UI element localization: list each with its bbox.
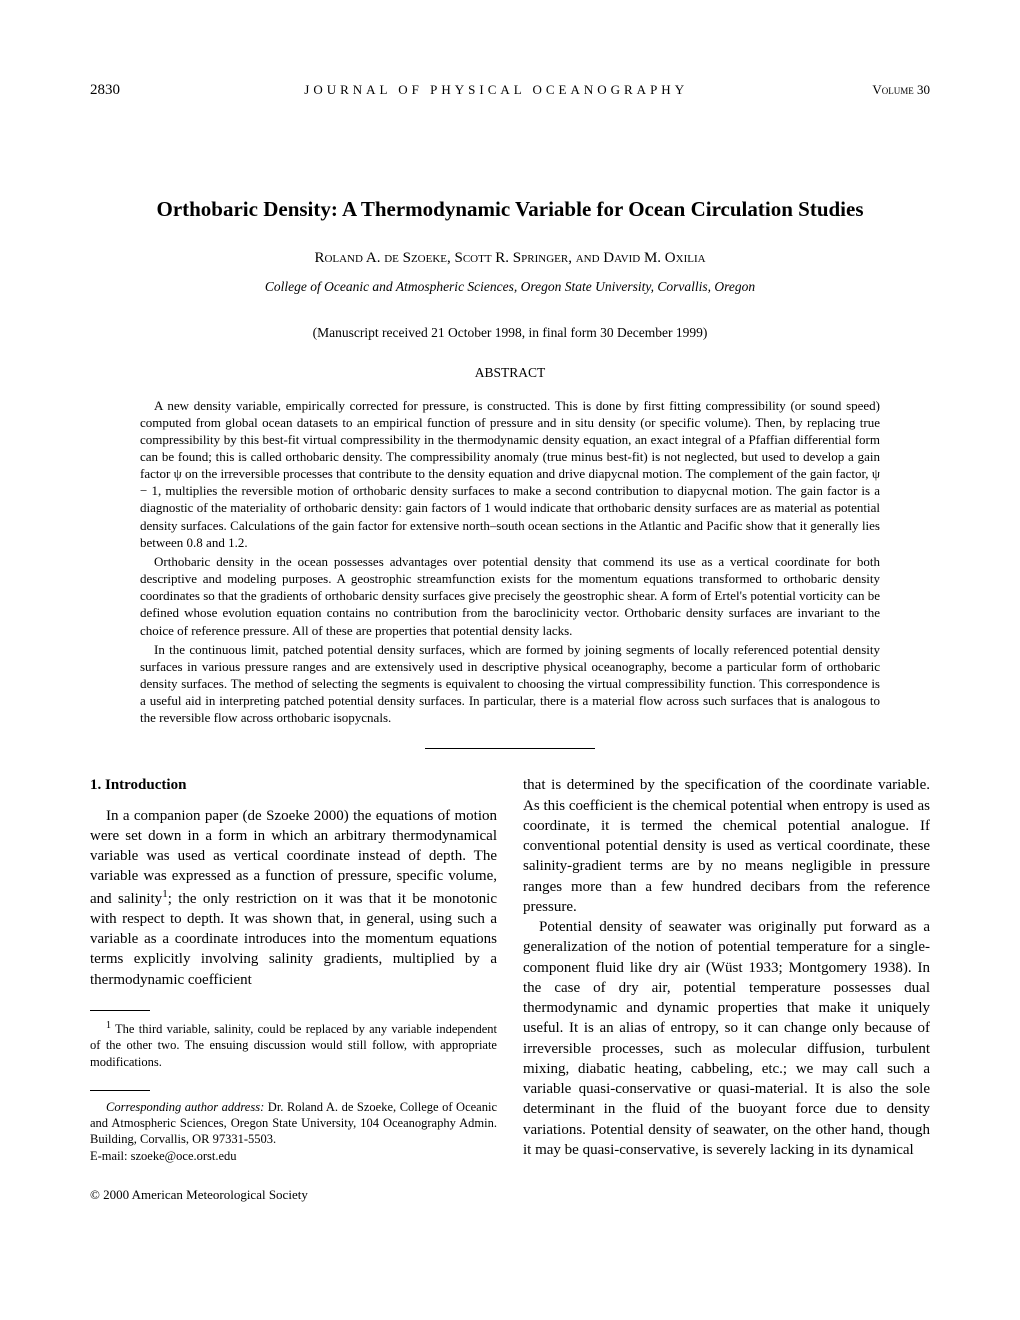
page-number: 2830 bbox=[90, 80, 120, 100]
article-title: Orthobaric Density: A Thermodynamic Vari… bbox=[90, 195, 930, 223]
section-heading: 1. Introduction bbox=[90, 775, 497, 795]
corresponding-label: Corresponding author address: bbox=[106, 1100, 264, 1114]
left-column: 1. Introduction In a companion paper (de… bbox=[90, 775, 497, 1203]
corresponding-author: Corresponding author address: Dr. Roland… bbox=[90, 1099, 497, 1148]
body-paragraph: Potential density of seawater was origin… bbox=[523, 917, 930, 1160]
abstract-block: A new density variable, empirically corr… bbox=[140, 397, 880, 727]
footnote-separator bbox=[90, 1010, 150, 1011]
affiliation: College of Oceanic and Atmospheric Scien… bbox=[90, 278, 930, 296]
right-column: that is determined by the specification … bbox=[523, 775, 930, 1203]
separator-rule bbox=[425, 748, 595, 749]
manuscript-info: (Manuscript received 21 October 1998, in… bbox=[90, 324, 930, 342]
abstract-label: ABSTRACT bbox=[90, 364, 930, 382]
volume-number: 30 bbox=[917, 82, 930, 97]
abstract-paragraph: In the continuous limit, patched potenti… bbox=[140, 641, 880, 727]
footnote-separator bbox=[90, 1090, 150, 1091]
body-paragraph: that is determined by the specification … bbox=[523, 775, 930, 917]
volume: Volume 30 bbox=[872, 81, 930, 99]
journal-name: JOURNAL OF PHYSICAL OCEANOGRAPHY bbox=[304, 81, 688, 99]
body-paragraph: In a companion paper (de Szoeke 2000) th… bbox=[90, 806, 497, 990]
abstract-paragraph: A new density variable, empirically corr… bbox=[140, 397, 880, 551]
footnote: 1 The third variable, salinity, could be… bbox=[90, 1019, 497, 1070]
abstract-paragraph: Orthobaric density in the ocean possesse… bbox=[140, 553, 880, 639]
copyright: © 2000 American Meteorological Society bbox=[90, 1186, 497, 1204]
body-columns: 1. Introduction In a companion paper (de… bbox=[90, 775, 930, 1203]
volume-label: Volume bbox=[872, 82, 913, 97]
corresponding-email: E-mail: szoeke@oce.orst.edu bbox=[90, 1148, 497, 1164]
running-header: 2830 JOURNAL OF PHYSICAL OCEANOGRAPHY Vo… bbox=[90, 80, 930, 100]
authors: Roland A. de Szoeke, Scott R. Springer, … bbox=[90, 248, 930, 268]
footnote-marker: 1 bbox=[106, 1020, 111, 1031]
